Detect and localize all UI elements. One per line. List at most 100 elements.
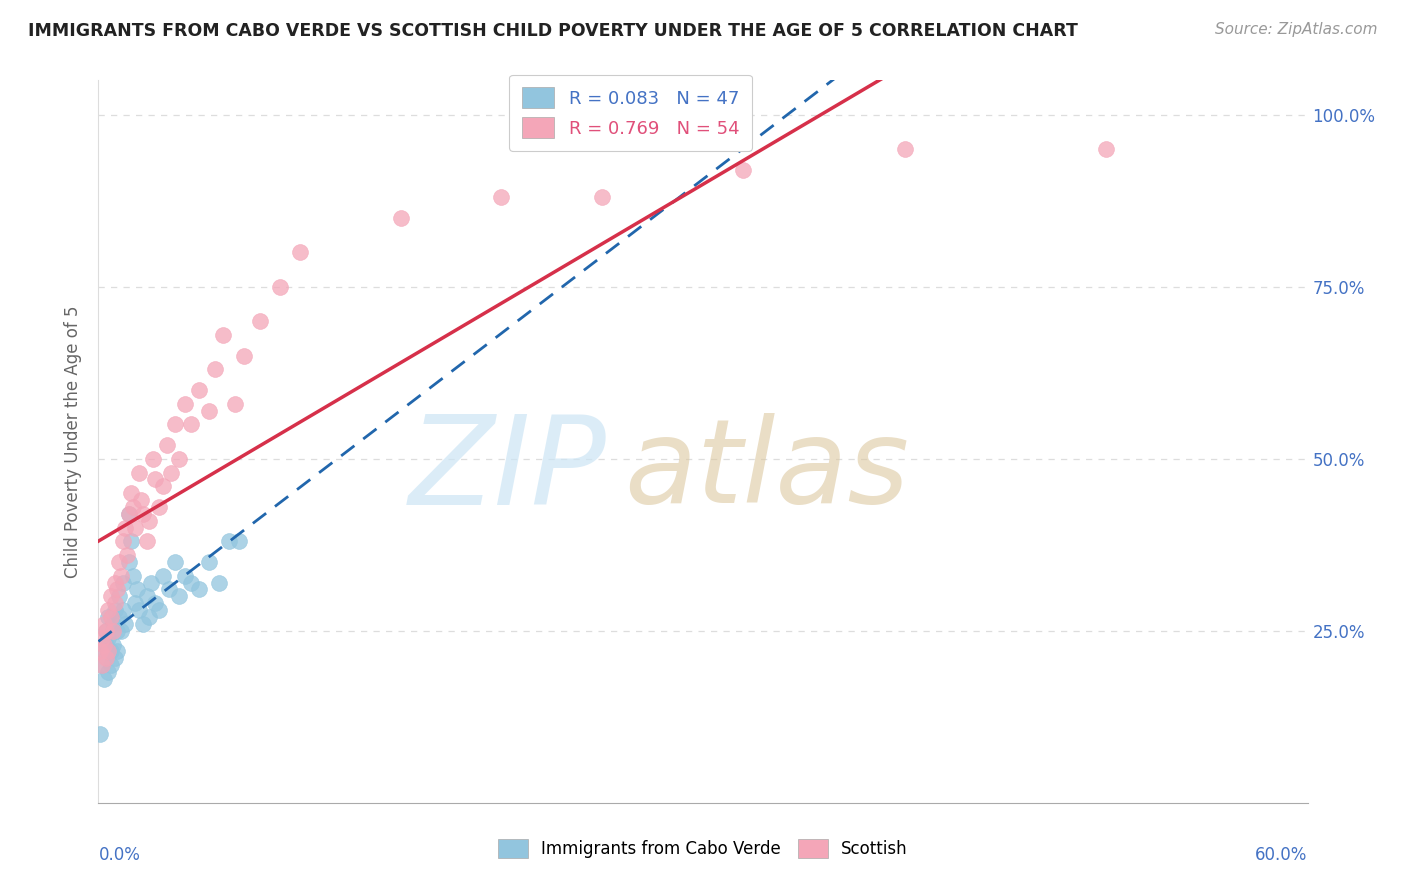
Y-axis label: Child Poverty Under the Age of 5: Child Poverty Under the Age of 5 (65, 305, 83, 578)
Point (893, 142, 915, 156)
Point (101, 624, 124, 638)
Point (107, 610, 129, 624)
Point (132, 616, 155, 631)
Text: ZIP: ZIP (408, 410, 606, 531)
Point (152, 479, 174, 493)
Point (174, 568, 197, 582)
Point (91, 658, 114, 673)
Point (160, 466, 183, 480)
Point (103, 596, 125, 610)
Point (156, 438, 179, 452)
Point (1095, 142, 1118, 156)
Point (105, 624, 128, 638)
Point (118, 507, 141, 521)
Point (148, 500, 170, 514)
Point (96, 638, 118, 652)
Point (232, 349, 254, 363)
Point (93, 672, 115, 686)
Point (143, 472, 166, 486)
Point (143, 596, 166, 610)
Point (135, 590, 157, 604)
Point (103, 575, 125, 590)
Point (180, 575, 202, 590)
Point (103, 651, 125, 665)
Point (111, 575, 134, 590)
Point (91, 631, 114, 645)
Point (110, 624, 132, 638)
Point (100, 644, 122, 658)
Point (163, 555, 186, 569)
Point (128, 466, 150, 480)
Text: IMMIGRANTS FROM CABO VERDE VS SCOTTISH CHILD POVERTY UNDER THE AGE OF 5 CORRELAT: IMMIGRANTS FROM CABO VERDE VS SCOTTISH C… (28, 22, 1078, 40)
Point (118, 555, 141, 569)
Point (218, 534, 240, 549)
Point (101, 638, 124, 652)
Point (121, 568, 143, 582)
Point (111, 603, 134, 617)
Point (118, 507, 141, 521)
Point (491, 190, 513, 204)
Text: 0.0%: 0.0% (98, 847, 141, 864)
Point (89, 727, 111, 741)
Point (125, 582, 148, 597)
Point (148, 603, 170, 617)
Point (208, 575, 231, 590)
Text: atlas: atlas (624, 413, 910, 527)
Point (269, 279, 291, 293)
Point (100, 658, 122, 673)
Point (288, 245, 311, 260)
Point (124, 596, 146, 610)
Point (96, 651, 118, 665)
Point (389, 211, 412, 225)
Point (124, 520, 146, 534)
Point (115, 548, 138, 562)
Point (152, 568, 174, 582)
Point (114, 616, 136, 631)
Point (93, 638, 115, 652)
Point (139, 575, 162, 590)
Point (138, 514, 160, 528)
Point (128, 603, 150, 617)
Point (138, 610, 160, 624)
Point (157, 582, 180, 597)
Point (163, 417, 186, 432)
Point (224, 397, 246, 411)
Point (204, 362, 226, 376)
Point (129, 493, 152, 508)
Point (135, 534, 157, 549)
Point (188, 383, 211, 397)
Text: Source: ZipAtlas.com: Source: ZipAtlas.com (1215, 22, 1378, 37)
Point (100, 590, 122, 604)
Point (180, 417, 202, 432)
Point (100, 610, 122, 624)
Point (97, 665, 120, 679)
Point (121, 500, 143, 514)
Point (101, 616, 124, 631)
Point (142, 451, 165, 466)
Point (105, 582, 128, 597)
Point (733, 162, 755, 177)
Point (107, 555, 129, 569)
Point (103, 603, 125, 617)
Legend: Immigrants from Cabo Verde, Scottish: Immigrants from Cabo Verde, Scottish (489, 830, 917, 867)
Point (167, 451, 190, 466)
Point (97, 603, 120, 617)
Point (249, 314, 271, 328)
Point (111, 534, 134, 549)
Point (228, 534, 250, 549)
Point (93, 644, 115, 658)
Point (188, 582, 211, 597)
Point (120, 534, 142, 549)
Point (198, 555, 221, 569)
Point (212, 327, 235, 342)
Point (89, 644, 111, 658)
Point (96, 624, 118, 638)
Point (167, 590, 190, 604)
Point (132, 507, 155, 521)
Point (110, 568, 132, 582)
Point (96, 624, 118, 638)
Point (105, 644, 128, 658)
Point (93, 616, 115, 631)
Point (591, 190, 613, 204)
Point (91, 658, 114, 673)
